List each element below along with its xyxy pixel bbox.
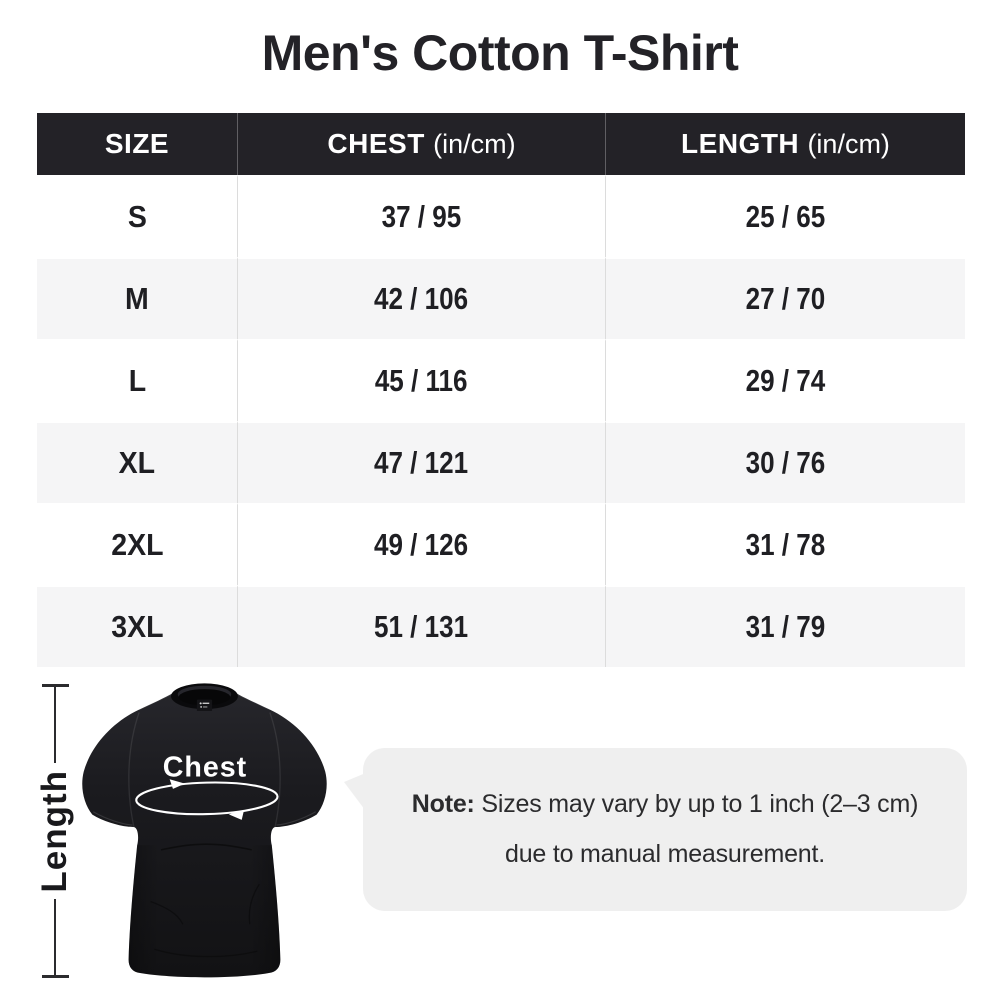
column-header-length: LENGTH (in/cm) [605,113,965,175]
chest-cell: 49 / 126 [237,503,605,585]
size-cell: S [37,175,237,257]
size-cell: 3XL [37,585,237,667]
chest-header-label: CHEST [327,128,425,159]
chest-cell: 37 / 95 [237,175,605,257]
chest-header-unit: (in/cm) [433,129,516,159]
table-row: S 37 / 95 25 / 65 [37,175,965,257]
size-cell: L [37,339,237,421]
tshirt-illustration: Chest [82,683,327,978]
size-header-label: SIZE [104,128,170,159]
table-row: 3XL 51 / 131 31 / 79 [37,585,965,667]
tshirt-shading [128,845,281,978]
length-cell: 31 / 78 [605,503,965,585]
chest-cell: 42 / 106 [237,257,605,339]
column-header-size: SIZE [37,113,237,175]
size-cell: M [37,257,237,339]
length-cell: 31 / 79 [605,585,965,667]
length-header-label: LENGTH [681,128,800,159]
page-title: Men's Cotton T-Shirt [261,25,739,81]
chest-cell: 47 / 121 [237,421,605,503]
length-measurement-ruler: Length [35,684,74,979]
chest-label: Chest [163,751,247,783]
chest-cell: 45 / 116 [237,339,605,421]
ruler-bottom-cap [41,975,69,979]
note-text-1: Sizes may vary by up to 1 inch (2–3 cm) [481,790,919,818]
chest-measure-ellipse [135,781,279,816]
table-header-row: SIZE CHEST (in/cm) LENGTH (in/cm) [37,113,965,175]
note-bubble-tail-icon [344,772,368,814]
ruler-top-segment [53,687,57,763]
ruler-bottom-segment [53,899,57,976]
table-row: L 45 / 116 29 / 74 [37,339,965,421]
size-cell: 2XL [37,503,237,585]
note-label: Note: [411,790,475,818]
length-label: Length [35,769,74,893]
chest-arrow-left-icon [228,809,245,820]
table-row: XL 47 / 121 30 / 76 [37,421,965,503]
length-cell: 25 / 65 [605,175,965,257]
note-line-2: due to manual measurement. [505,840,825,868]
chest-cell: 51 / 131 [237,585,605,667]
note-bubble: Note: Sizes may vary by up to 1 inch (2–… [344,748,967,911]
table-row: 2XL 49 / 126 31 / 78 [37,503,965,585]
length-header-unit: (in/cm) [807,129,890,159]
length-cell: 30 / 76 [605,421,965,503]
neck-label [196,699,213,712]
size-chart-table: SIZE CHEST (in/cm) LENGTH (in/cm) S 37 /… [37,113,965,667]
ruler-top-cap [41,684,69,687]
column-header-chest: CHEST (in/cm) [237,113,605,175]
length-cell: 29 / 74 [605,339,965,421]
note-line-1: Note: Sizes may vary by up to 1 inch (2–… [411,790,919,819]
length-cell: 27 / 70 [605,257,965,339]
table-row: M 42 / 106 27 / 70 [37,257,965,339]
size-cell: XL [37,421,237,503]
chest-arrow-right-icon [169,779,185,789]
